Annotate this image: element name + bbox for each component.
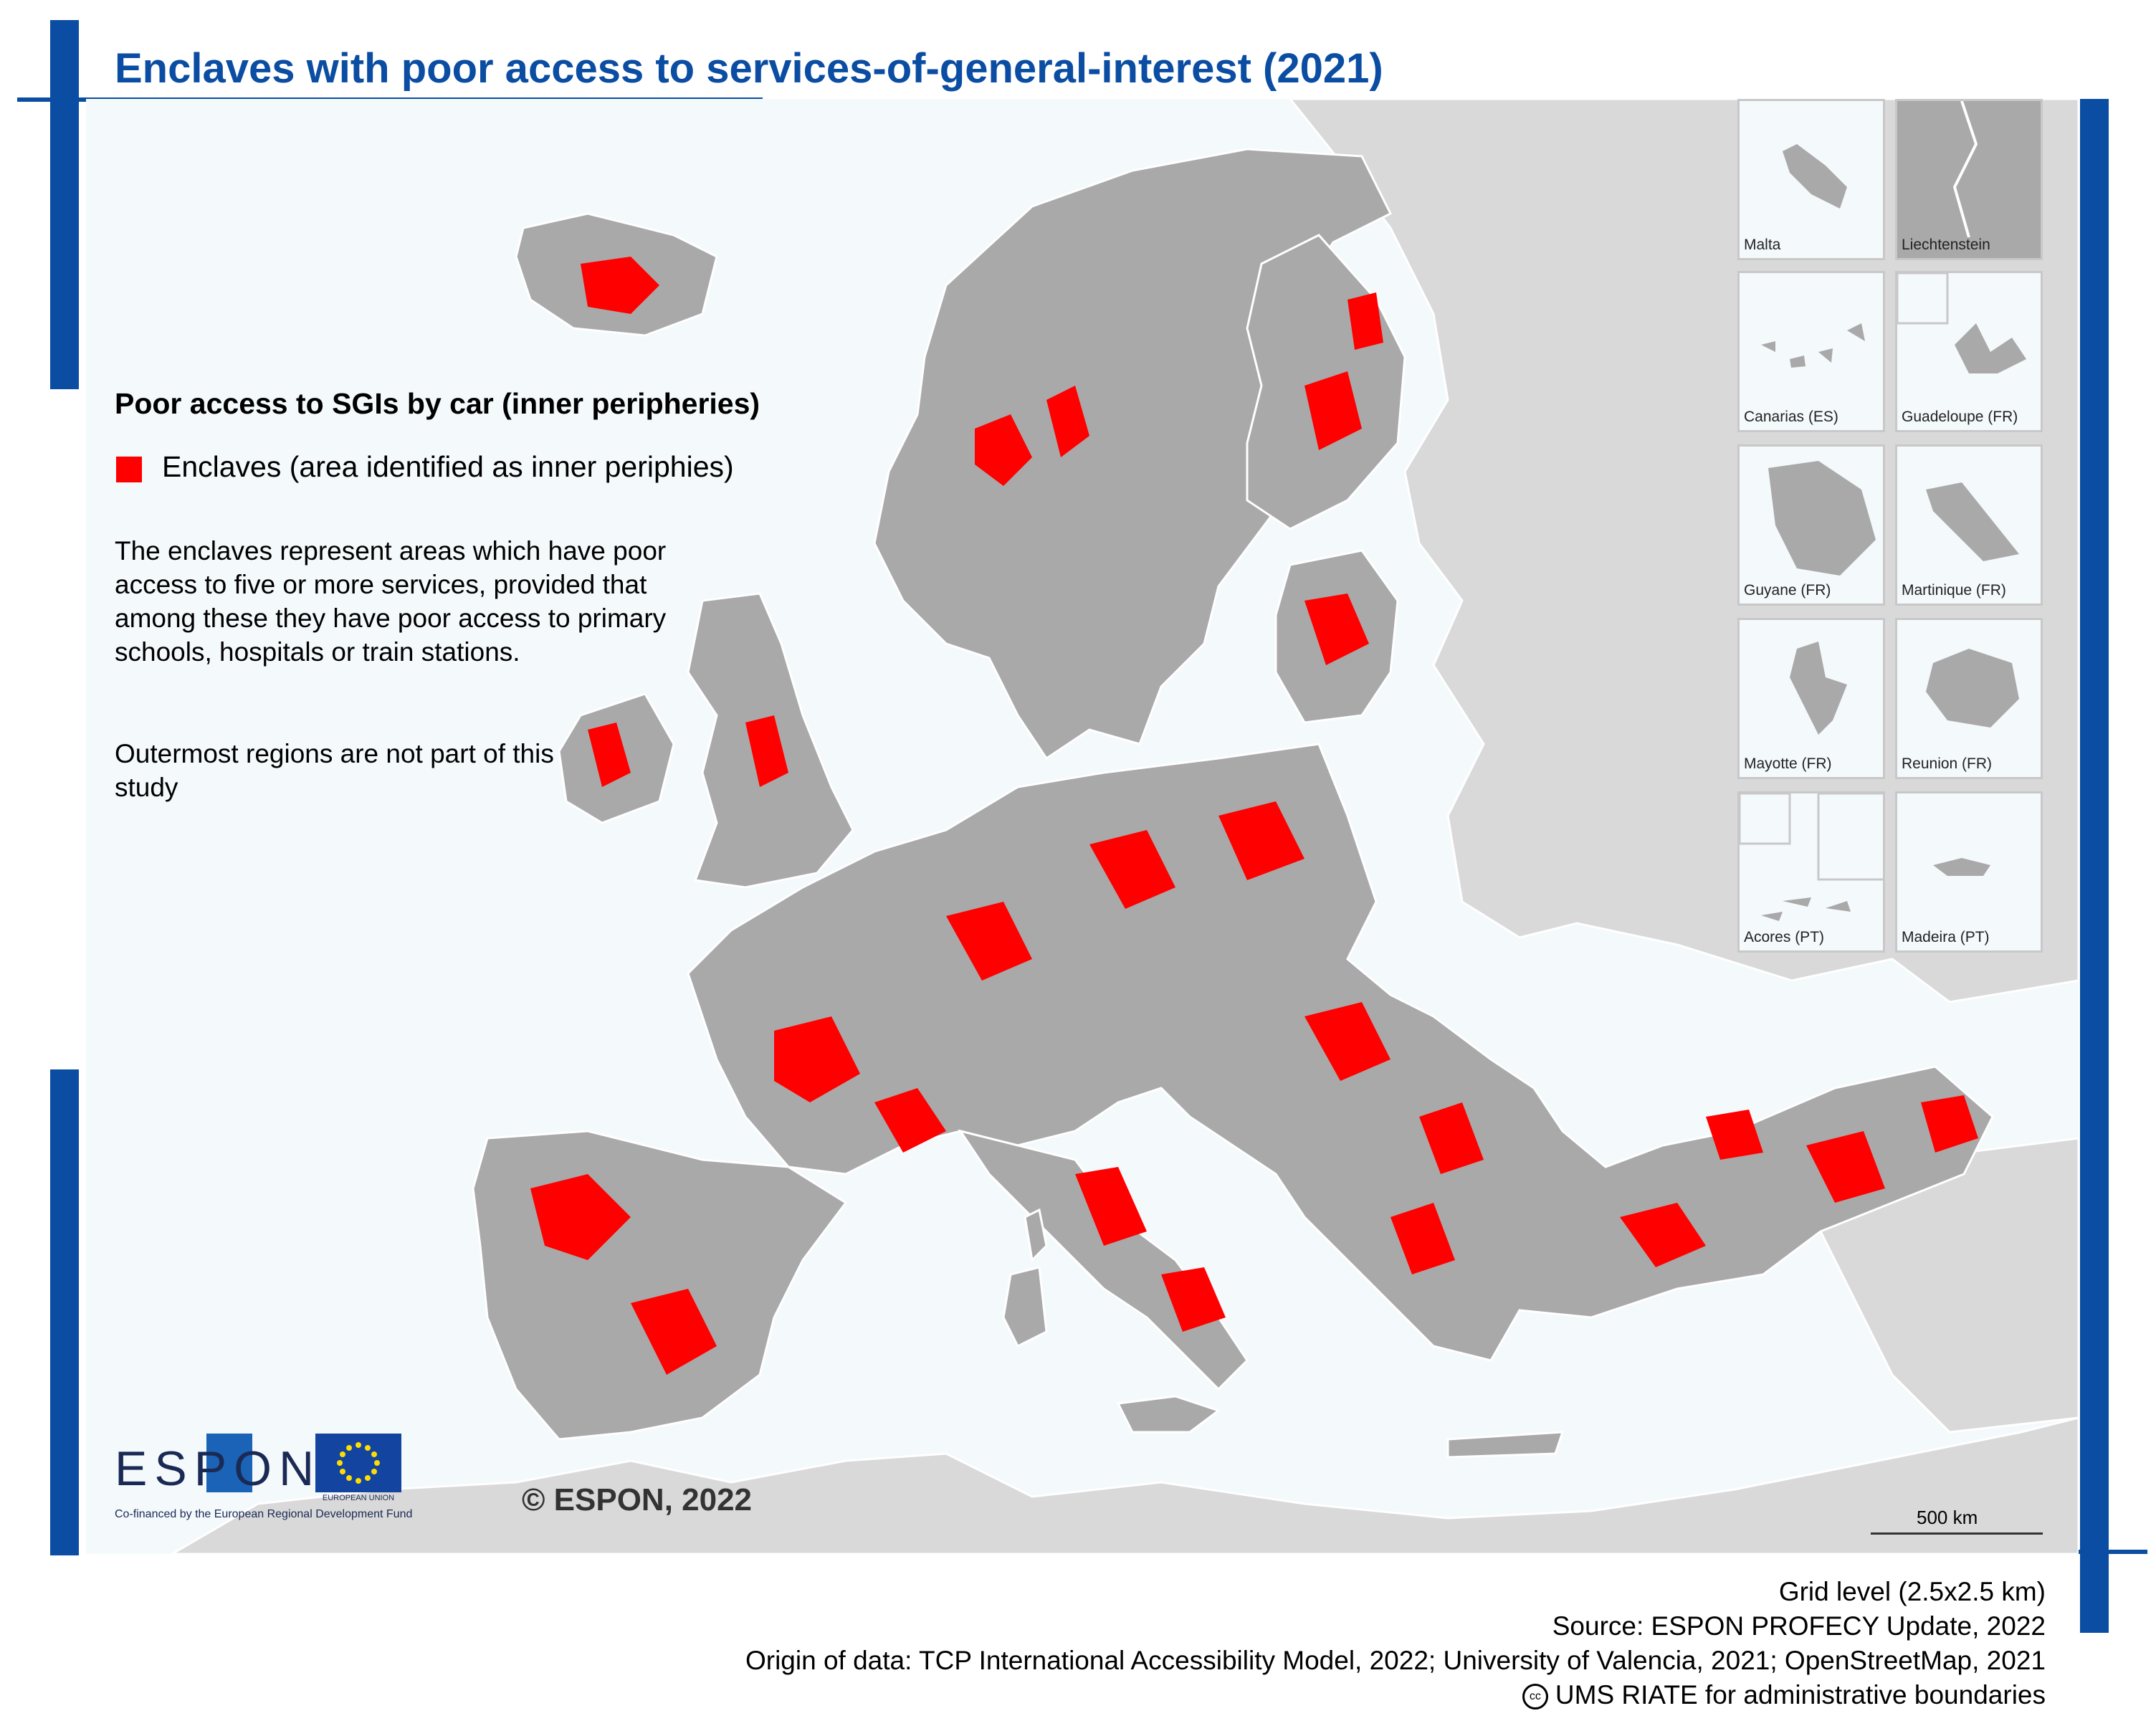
- inset-shape-malta: [1783, 144, 1847, 209]
- inset-shape-liechtenstein: [1952, 101, 1978, 238]
- footer-boundaries-row: cc UMS RIATE for administrative boundarie…: [1522, 1680, 2046, 1710]
- inset-label-madeira: Madeira (PT): [1902, 929, 1990, 945]
- eu-flag-icon: [315, 1434, 401, 1492]
- inset-mayotte: Mayotte (FR): [1737, 618, 1885, 779]
- legend-swatch-enclave: [116, 457, 142, 482]
- footer-origin: Origin of data: TCP International Access…: [745, 1646, 2046, 1675]
- legend-description: The enclaves represent areas which have …: [115, 536, 667, 667]
- inset-label-mayotte: Mayotte (FR): [1744, 755, 1832, 772]
- inset-label-guadeloupe: Guadeloupe (FR): [1902, 409, 2018, 425]
- inset-malta: Malta: [1737, 99, 1885, 260]
- scale-bar: [1871, 1532, 2043, 1535]
- inset-label-canarias: Canarias (ES): [1744, 409, 1838, 425]
- inset-shape-guadeloupe: [1897, 273, 2026, 373]
- inset-label-guyane: Guyane (FR): [1744, 582, 1831, 599]
- footer-source: Source: ESPON PROFECY Update, 2022: [1552, 1611, 2046, 1641]
- inset-guadeloupe: Guadeloupe (FR): [1895, 271, 2043, 432]
- espon-logo-text: ESPON: [115, 1441, 322, 1496]
- inset-shape-martinique: [1926, 482, 2019, 561]
- inset-martinique: Martinique (FR): [1895, 444, 2043, 606]
- land-north-africa: [170, 1416, 2079, 1554]
- land-sicily: [1116, 1395, 1221, 1434]
- cofinanced-text: Co-financed by the European Regional Dev…: [115, 1508, 413, 1520]
- eu-logo-text: EUROPEAN UNION: [322, 1494, 395, 1502]
- inset-liechtenstein: Liechtenstein: [1895, 99, 2043, 260]
- inset-shape-reunion: [1926, 649, 2019, 728]
- inset-acores: Acores (PT): [1737, 791, 1885, 953]
- enclave-clusters: [530, 257, 1978, 1375]
- eu-stars-icon: [337, 1442, 380, 1484]
- inset-shape-madeira: [1933, 858, 1990, 876]
- land-crete: [1446, 1431, 1565, 1459]
- inset-shape-mayotte: [1790, 642, 1847, 735]
- frame-bar-left-top: [50, 20, 79, 389]
- inset-shape-canarias: [1761, 323, 1865, 368]
- inset-shape-acores: [1740, 793, 1883, 921]
- frame-bar-right: [2080, 99, 2109, 1633]
- inset-reunion: Reunion (FR): [1895, 618, 2043, 779]
- inset-label-acores: Acores (PT): [1744, 929, 1825, 945]
- inset-madeira: Madeira (PT): [1895, 791, 2043, 953]
- land-sardinia: [1002, 1266, 1048, 1348]
- espon-logo-mark: [206, 1434, 252, 1492]
- land-corsica: [1024, 1208, 1048, 1263]
- legend-note: Outermost regions are not part of this s…: [115, 739, 554, 802]
- inset-label-malta: Malta: [1744, 237, 1781, 253]
- inset-guyane: Guyane (FR): [1737, 444, 1885, 606]
- inset-label-reunion: Reunion (FR): [1902, 755, 1993, 772]
- map-title: Enclaves with poor access to services-of…: [115, 45, 1383, 92]
- inset-canarias: Canarias (ES): [1737, 271, 1885, 432]
- footer-boundaries: UMS RIATE for administrative boundaries: [1555, 1680, 2046, 1710]
- land-iberia: [472, 1130, 848, 1441]
- legend-label-enclave: Enclaves (area identified as inner perip…: [162, 450, 734, 483]
- footer-grid: Grid level (2.5x2.5 km): [1778, 1577, 2046, 1606]
- inset-label-liechtenstein: Liechtenstein: [1902, 237, 1990, 253]
- frame-bar-left-bottom: [50, 1069, 79, 1555]
- legend-title: Poor access to SGIs by car (inner periph…: [115, 387, 760, 420]
- inset-shape-guyane: [1768, 461, 1876, 576]
- copyright-text: © ESPON, 2022: [522, 1482, 753, 1517]
- inset-label-martinique: Martinique (FR): [1902, 582, 2006, 599]
- scale-bar-label: 500 km: [1917, 1507, 1978, 1528]
- creative-commons-icon: cc: [1522, 1684, 1548, 1710]
